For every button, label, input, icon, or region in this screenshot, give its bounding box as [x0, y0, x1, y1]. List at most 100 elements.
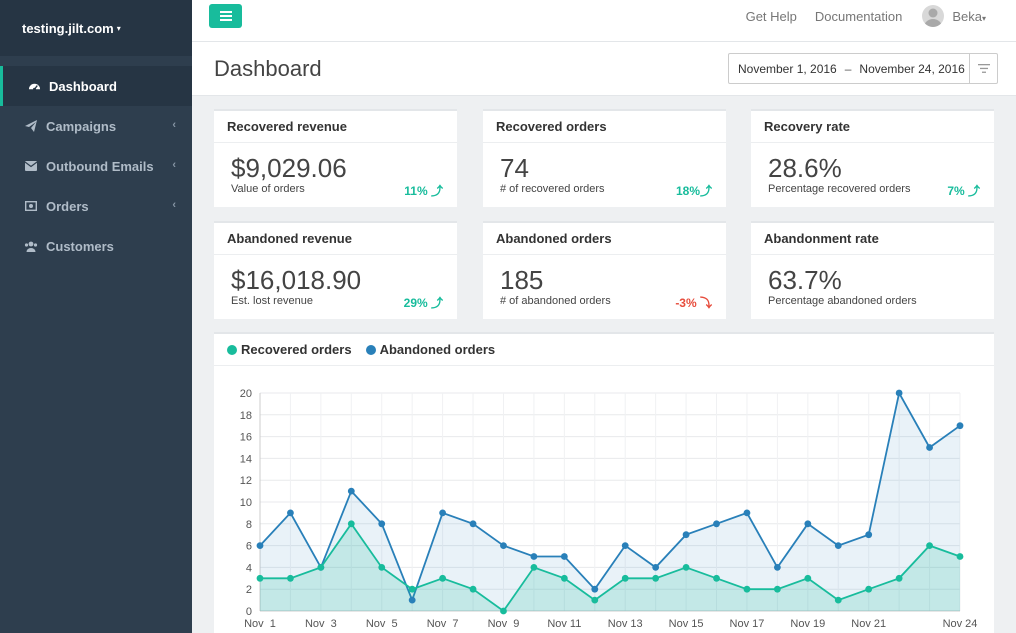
data-point-recovered — [347, 520, 355, 528]
get-help-link[interactable]: Get Help — [745, 8, 797, 24]
legend-label: Abandoned orders — [379, 342, 496, 357]
sidebar-item-customers[interactable]: Customers — [0, 226, 192, 266]
sidebar-item-dashboard[interactable]: Dashboard — [0, 66, 192, 106]
y-tick-label: 16 — [240, 432, 252, 444]
sidebar-item-campaigns[interactable]: Campaigns ‹ — [0, 106, 192, 146]
data-point-recovered — [287, 574, 294, 582]
y-tick-label: 8 — [246, 519, 252, 531]
card-value: $16,018.90 — [231, 265, 362, 295]
sidebar-item-outbound-emails[interactable]: Outbound Emails ‹ — [0, 146, 192, 186]
data-point-recovered — [408, 585, 416, 593]
card-title: Recovered orders — [483, 111, 726, 143]
data-point-recovered — [378, 564, 386, 571]
card-delta: 7% ⤴ — [947, 184, 980, 198]
card-delta: 18%⤴ — [675, 184, 712, 198]
card-abandonment-rate: Abandonment rate 63.7% Percentage abando… — [751, 221, 994, 319]
legend-dot-abandoned — [365, 344, 376, 355]
card-subtitle: Percentage abandoned orders — [768, 295, 917, 307]
card-title: Abandonment rate — [751, 223, 994, 255]
data-point-recovered — [530, 564, 538, 571]
card-value: 74 — [500, 153, 529, 183]
legend-abandoned[interactable]: Abandoned orders — [365, 342, 496, 357]
card-recovered-orders: Recovered orders 74 # of recovered order… — [483, 109, 726, 207]
card-abandoned-orders: Abandoned orders 185 # of abandoned orde… — [483, 221, 726, 319]
orders-line-chart: 0 2 4 6 8 10 12 14 16 18 20 Nov 1 Nov 3 Nov 5 Nov 7 Nov… — [240, 388, 978, 630]
y-tick-label: 10 — [240, 497, 252, 509]
card-value: 185 — [500, 265, 544, 295]
top-links: Get Help Documentation Beka▾ — [728, 0, 986, 32]
envelope-icon — [24, 159, 38, 173]
site-switcher[interactable]: testing.jilt.com ▾ — [0, 0, 192, 56]
date-range-picker[interactable]: November 1, 2016– November 24, 2016 — [728, 53, 998, 84]
data-point-recovered — [926, 542, 933, 549]
legend-recovered[interactable]: Recovered orders — [227, 342, 352, 357]
data-point-recovered — [439, 574, 447, 582]
hamburger-icon — [219, 11, 232, 21]
x-tick-label: Nov 17 — [730, 618, 765, 630]
sidebar-item-orders[interactable]: Orders ‹ — [0, 186, 192, 226]
data-point-recovered — [469, 585, 477, 593]
user-name: Beka — [952, 8, 982, 24]
money-icon — [24, 199, 38, 213]
data-point-recovered — [591, 596, 599, 604]
data-point-recovered — [682, 564, 690, 571]
data-point-recovered — [895, 574, 903, 582]
orders-chart-panel: Recovered orders Abandoned orders 0 2 4 6 8 1… — [214, 332, 994, 633]
sidebar-item-label: Customers — [46, 238, 114, 254]
x-tick-label: Nov 24 — [943, 618, 978, 630]
data-point-abandoned — [773, 564, 781, 571]
y-tick-label: 20 — [240, 388, 252, 400]
user-menu[interactable]: Beka▾ — [952, 9, 986, 24]
series-area-recovered — [260, 523, 960, 611]
y-tick-label: 0 — [246, 606, 252, 618]
chevron-left-icon: ‹ — [172, 159, 176, 171]
documentation-link[interactable]: Documentation — [814, 8, 903, 24]
card-title: Abandoned revenue — [214, 223, 457, 255]
sidebar: testing.jilt.com ▾ Dashboard Campaigns ‹… — [0, 0, 192, 633]
date-range-text: November 1, 2016– November 24, 2016 — [729, 62, 969, 76]
card-value: $9,029.06 — [231, 153, 347, 183]
card-subtitle: # of recovered orders — [500, 183, 605, 195]
data-point-recovered — [865, 585, 873, 593]
card-delta: 11% ⤴ — [404, 184, 443, 198]
sidebar-item-label: Dashboard — [49, 78, 117, 94]
data-point-recovered — [500, 607, 507, 615]
page-title: Dashboard — [214, 56, 322, 81]
data-point-recovered — [956, 553, 964, 560]
chevron-left-icon: ‹ — [172, 119, 176, 131]
data-point-abandoned — [378, 520, 386, 528]
card-value: 28.6% — [768, 153, 842, 183]
y-tick-label: 4 — [246, 562, 252, 574]
y-tick-label: 18 — [240, 410, 252, 422]
filter-icon[interactable] — [969, 54, 997, 83]
menu-toggle-button[interactable] — [209, 4, 242, 28]
page-header: Dashboard November 1, 2016– November 24, … — [192, 42, 1016, 96]
card-delta: 29% ⤴ — [403, 296, 443, 310]
chevron-left-icon: ‹ — [172, 199, 176, 211]
sidebar-nav: Dashboard Campaigns ‹ Outbound Emails ‹ … — [0, 66, 192, 266]
legend-dot-recovered — [227, 344, 237, 355]
data-point-recovered — [773, 585, 781, 593]
y-tick-label: 12 — [240, 475, 252, 487]
data-point-recovered — [834, 596, 842, 604]
legend-label: Recovered orders — [241, 342, 352, 357]
data-point-recovered — [713, 574, 720, 582]
data-point-abandoned — [560, 553, 568, 560]
x-tick-label: Nov 5 — [366, 618, 398, 630]
x-tick-label: Nov 3 — [305, 618, 337, 630]
data-point-abandoned — [621, 542, 629, 549]
card-subtitle: Value of orders — [231, 183, 305, 195]
x-tick-label: Nov 13 — [608, 618, 643, 630]
data-point-recovered — [560, 574, 568, 582]
data-point-abandoned — [287, 509, 294, 517]
card-delta: -3% ⤵ — [675, 296, 712, 310]
avatar[interactable] — [922, 5, 945, 27]
dashboard-icon — [27, 79, 41, 93]
sidebar-item-label: Outbound Emails — [46, 158, 154, 174]
top-bar: Get Help Documentation Beka▾ — [192, 0, 1016, 42]
sidebar-item-label: Orders — [46, 198, 89, 214]
card-subtitle: Est. lost revenue — [231, 295, 313, 307]
users-icon — [24, 239, 38, 253]
data-point-abandoned — [591, 585, 599, 593]
data-point-abandoned — [439, 509, 447, 517]
